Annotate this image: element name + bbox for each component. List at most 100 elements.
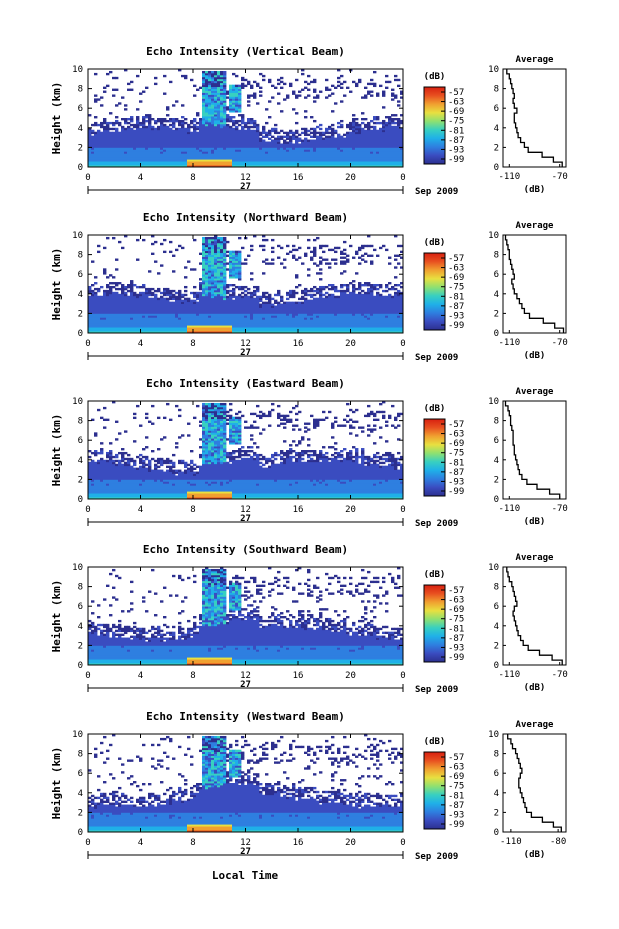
average-y-tick-label: 2	[494, 143, 499, 153]
y-tick-label: 10	[72, 231, 83, 241]
day-label: 27	[240, 348, 251, 358]
y-tick-label: 10	[72, 65, 83, 75]
average-y-tick-label: 6	[494, 270, 499, 280]
colorbar-tick-label: -99	[448, 653, 464, 663]
average-y-tick-label: 8	[494, 750, 499, 760]
y-tick-label: 4	[78, 290, 83, 300]
y-tick-label: 2	[78, 808, 83, 818]
y-tick-label: 10	[72, 563, 83, 573]
y-tick-label: 6	[78, 769, 83, 779]
colorbar	[423, 751, 446, 830]
average-y-tick-label: 4	[494, 456, 499, 466]
x-tick-label: 0	[85, 173, 90, 183]
heatmap-field	[88, 69, 404, 168]
average-y-tick-label: 2	[494, 808, 499, 818]
colorbar-tick-label: -57	[448, 586, 464, 596]
colorbar-tick-label: -99	[448, 820, 464, 830]
colorbar-tick-label: -99	[448, 487, 464, 497]
y-tick-label: 0	[78, 329, 83, 339]
y-axis-label: Height (km)	[50, 580, 63, 653]
y-tick-label: 10	[72, 730, 83, 740]
colorbar-tick-label: -63	[448, 596, 464, 606]
y-tick-label: 6	[78, 602, 83, 612]
y-tick-label: 4	[78, 456, 83, 466]
x-tick-label: 0	[85, 838, 90, 848]
y-tick-label: 2	[78, 475, 83, 485]
y-tick-label: 8	[78, 417, 83, 427]
x-tick-label: 4	[138, 173, 143, 183]
x-tick-label: 0	[400, 505, 405, 515]
colorbar-tick-label: -75	[448, 283, 464, 293]
average-y-tick-label: 8	[494, 251, 499, 261]
average-y-tick-label: 4	[494, 124, 499, 134]
colorbar	[423, 86, 446, 165]
date-label: Sep 2009	[415, 685, 458, 695]
average-x-tick-label: -110	[498, 670, 520, 680]
colorbar-tick-label: -99	[448, 155, 464, 165]
y-tick-label: 6	[78, 270, 83, 280]
average-x-label: (dB)	[524, 850, 546, 860]
average-x-tick-label: -110	[500, 837, 522, 847]
date-label: Sep 2009	[415, 852, 458, 862]
x-tick-label: 12	[240, 339, 251, 349]
colorbar-tick-label: -57	[448, 254, 464, 264]
average-y-tick-label: 2	[494, 641, 499, 651]
average-x-tick-label: -80	[550, 837, 566, 847]
average-y-tick-label: 0	[494, 495, 499, 505]
x-tick-label: 16	[293, 339, 304, 349]
day-label: 27	[240, 847, 251, 857]
average-x-tick-label: -110	[498, 504, 520, 514]
average-x-tick-label: -110	[498, 338, 520, 348]
average-y-tick-label: 0	[494, 661, 499, 671]
y-tick-label: 4	[78, 124, 83, 134]
colorbar	[423, 584, 446, 663]
average-x-tick-label: -70	[552, 172, 568, 182]
colorbar-tick-label: -93	[448, 477, 464, 487]
average-y-tick-label: 10	[488, 730, 499, 740]
date-label: Sep 2009	[415, 187, 458, 197]
average-frame	[502, 234, 567, 334]
y-tick-label: 6	[78, 436, 83, 446]
colorbar-tick-label: -87	[448, 801, 464, 811]
x-tick-label: 16	[293, 671, 304, 681]
y-axis-label: Height (km)	[50, 248, 63, 321]
colorbar-tick-label: -75	[448, 449, 464, 459]
chart-panel-4: Echo Intensity (Westward Beam) 0 2 4 6 8 10 Hei…	[50, 710, 567, 862]
y-tick-label: 8	[78, 85, 83, 95]
average-y-tick-label: 10	[488, 563, 499, 573]
x-tick-label: 0	[400, 339, 405, 349]
x-tick-label: 16	[293, 838, 304, 848]
y-tick-label: 2	[78, 309, 83, 319]
average-profile-line	[504, 235, 565, 333]
average-y-tick-label: 0	[494, 828, 499, 838]
x-tick-label: 8	[190, 505, 195, 515]
y-tick-label: 0	[78, 163, 83, 173]
colorbar-unit: (dB)	[424, 570, 446, 580]
colorbar	[423, 252, 446, 331]
colorbar-tick-label: -81	[448, 624, 464, 634]
average-x-label: (dB)	[524, 517, 546, 527]
average-y-tick-label: 6	[494, 104, 499, 114]
colorbar-tick-label: -63	[448, 98, 464, 108]
colorbar-tick-label: -75	[448, 782, 464, 792]
average-profile-line	[507, 734, 562, 832]
average-x-label: (dB)	[524, 351, 546, 361]
panel-title: Echo Intensity (Northward Beam)	[143, 211, 348, 224]
colorbar-tick-label: -75	[448, 117, 464, 127]
colorbar-tick-label: -93	[448, 643, 464, 653]
x-tick-label: 8	[190, 838, 195, 848]
heatmap-field	[88, 734, 404, 833]
x-axis-label: Local Time	[212, 869, 279, 882]
x-tick-label: 20	[345, 173, 356, 183]
date-label: Sep 2009	[415, 519, 458, 529]
colorbar-tick-label: -57	[448, 88, 464, 98]
chart-panel-1: Echo Intensity (Northward Beam) 0 2 4 6 8 10 He…	[50, 211, 568, 363]
y-tick-label: 8	[78, 750, 83, 760]
x-tick-label: 16	[293, 173, 304, 183]
panel-title: Echo Intensity (Westward Beam)	[146, 710, 345, 723]
average-frame	[502, 400, 567, 500]
y-tick-label: 2	[78, 143, 83, 153]
average-y-tick-label: 8	[494, 583, 499, 593]
x-tick-label: 20	[345, 339, 356, 349]
average-y-tick-label: 0	[494, 163, 499, 173]
